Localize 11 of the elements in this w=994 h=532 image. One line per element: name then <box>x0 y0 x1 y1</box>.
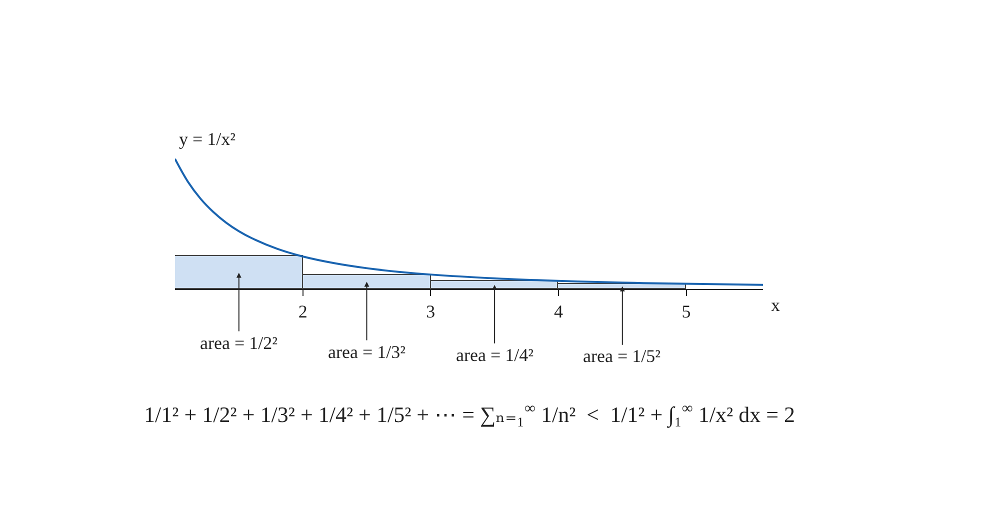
x-tick-label: 2 <box>298 302 308 322</box>
x-tick-label: 5 <box>682 302 691 322</box>
text: area = 1/3² <box>328 342 406 362</box>
text: area = 1/4² <box>456 345 534 365</box>
x-tick-label: 4 <box>554 302 563 322</box>
x-tick-label: 3 <box>426 302 436 322</box>
annotation: y = 1/x² <box>179 129 236 149</box>
x-axis-title: x <box>771 295 780 315</box>
text: area = 1/2² <box>200 333 278 353</box>
text: area = 1/5² <box>583 346 661 366</box>
text: 1/1² + 1/2² + 1/3² + 1/4² + 1/5² + ⋯ = ∑ₙ₌₁$^{∞}$ 1/n² < 1/1² + ∫₁$^{∞}$ 1/x² dx = 2 <box>144 400 795 428</box>
